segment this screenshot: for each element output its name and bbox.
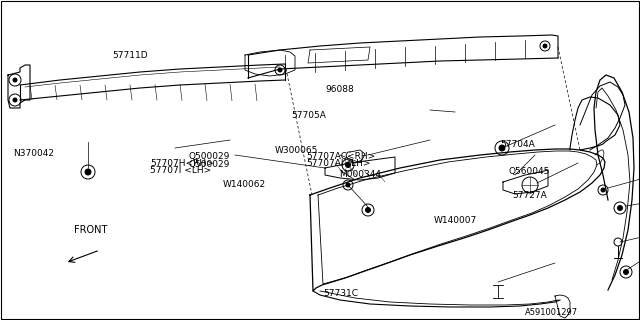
Circle shape [85, 169, 91, 175]
Circle shape [499, 145, 505, 151]
Circle shape [365, 207, 371, 212]
Text: 57707AC<RH>: 57707AC<RH> [306, 152, 375, 161]
Text: N370042: N370042 [13, 149, 54, 158]
Text: 57707I <LH>: 57707I <LH> [150, 166, 212, 175]
Text: W300065: W300065 [275, 146, 319, 155]
Text: 57707AI<LH>: 57707AI<LH> [306, 159, 371, 168]
Text: M000344: M000344 [339, 170, 381, 179]
Circle shape [543, 44, 547, 48]
Circle shape [618, 205, 623, 211]
Text: W140062: W140062 [223, 180, 266, 189]
Text: 57704A: 57704A [500, 140, 535, 149]
Text: FRONT: FRONT [74, 225, 107, 235]
Text: 57727A: 57727A [512, 191, 547, 200]
Circle shape [601, 188, 605, 192]
Circle shape [346, 163, 351, 167]
Circle shape [13, 98, 17, 102]
Text: 57707H<RH>: 57707H<RH> [150, 159, 214, 168]
Circle shape [13, 78, 17, 82]
Circle shape [346, 183, 350, 187]
Text: W140007: W140007 [434, 216, 477, 225]
Text: 57705A: 57705A [291, 111, 326, 120]
Text: 57711D: 57711D [112, 52, 148, 60]
Text: 96088: 96088 [325, 85, 354, 94]
Text: Q500029: Q500029 [189, 160, 230, 169]
Text: A591001297: A591001297 [525, 308, 578, 317]
Circle shape [623, 269, 628, 275]
Text: Q500029: Q500029 [189, 152, 230, 161]
Circle shape [278, 68, 282, 72]
Text: 57731C: 57731C [323, 289, 358, 298]
Text: Q560045: Q560045 [509, 167, 550, 176]
